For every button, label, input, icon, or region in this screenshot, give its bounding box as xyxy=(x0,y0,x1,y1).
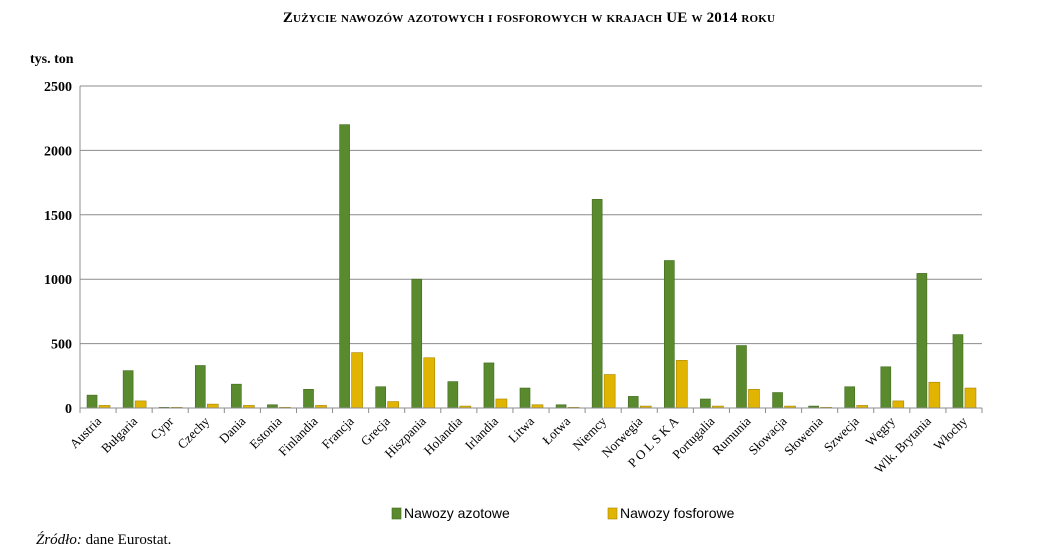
x-tick-label: Francja xyxy=(319,413,357,451)
x-tick-label: Włochy xyxy=(930,413,970,453)
bar-nawozy-azotowe xyxy=(339,124,350,409)
bar-nawozy-azotowe xyxy=(86,394,98,409)
bar-nawozy-fosforowe xyxy=(495,398,508,409)
bar-nawozy-azotowe xyxy=(880,366,892,409)
bar-nawozy-azotowe xyxy=(952,334,964,409)
x-tick-label: Irlandia xyxy=(462,413,501,452)
bar-nawozy-fosforowe xyxy=(928,381,941,409)
y-tick-label: 0 xyxy=(65,402,72,417)
x-tick-label: Finlandia xyxy=(275,413,320,458)
y-tick-label: 1500 xyxy=(44,209,72,224)
legend-label: Nawozy azotowe xyxy=(404,505,510,521)
bar-nawozy-fosforowe xyxy=(964,387,977,409)
legend-swatch xyxy=(391,507,402,520)
x-tick-label: Dania xyxy=(216,413,249,446)
chart-title: Zużycie nawozów azotowych i fosforowych … xyxy=(282,10,776,26)
legend-label: Nawozy fosforowe xyxy=(620,505,735,521)
y-tick-labels: 0 500 1000 1500 2000 2500 xyxy=(44,80,72,417)
x-axis xyxy=(79,86,983,413)
bar-nawozy-fosforowe xyxy=(603,374,616,409)
y-axis-unit: tys. ton xyxy=(30,52,74,67)
y-tick-label: 2000 xyxy=(44,144,72,159)
y-tick-label: 500 xyxy=(51,338,72,353)
x-tick-label: Szwecja xyxy=(821,413,862,454)
bar-nawozy-azotowe xyxy=(627,396,639,409)
bar-nawozy-azotowe xyxy=(772,392,783,409)
x-tick-label: Słowenia xyxy=(781,413,826,458)
bar-nawozy-fosforowe xyxy=(676,360,688,409)
x-tick-label: Holandia xyxy=(421,413,465,457)
bar-nawozy-fosforowe xyxy=(351,352,363,409)
bar-nawozy-fosforowe xyxy=(387,401,399,409)
bar-nawozy-fosforowe xyxy=(206,403,219,409)
bar-nawozy-fosforowe xyxy=(892,400,905,409)
bar-nawozy-azotowe xyxy=(303,389,314,409)
bar-nawozy-fosforowe xyxy=(134,400,147,409)
bar-nawozy-azotowe xyxy=(411,278,423,409)
x-tick-label: Cypr xyxy=(147,413,176,442)
grid-lines xyxy=(80,85,982,345)
source-note: Źródło: dane Eurostat. xyxy=(36,532,171,549)
bar-nawozy-fosforowe xyxy=(748,389,760,409)
legend: Nawozy azotowe Nawozy fosforowe xyxy=(391,505,735,521)
source-text: dane Eurostat. xyxy=(81,532,172,548)
bar-nawozy-azotowe xyxy=(447,381,459,409)
bar-nawozy-azotowe xyxy=(916,273,928,409)
x-tick-label: Litwa xyxy=(505,413,537,445)
y-tick-label: 2500 xyxy=(44,80,72,95)
bar-nawozy-azotowe xyxy=(519,387,531,409)
x-tick-label: Czechy xyxy=(174,413,213,452)
source-label: Źródło: xyxy=(36,532,82,548)
legend-swatch xyxy=(607,507,618,520)
bar-nawozy-azotowe xyxy=(483,362,495,409)
bar-nawozy-fosforowe xyxy=(423,357,436,409)
bar-nawozy-azotowe xyxy=(375,386,386,409)
bar-nawozy-azotowe xyxy=(736,345,747,409)
bar-nawozy-azotowe xyxy=(194,365,206,409)
x-tick-label: Rumunia xyxy=(709,413,753,457)
x-tick-label: Łotwa xyxy=(539,413,573,447)
bar-nawozy-azotowe xyxy=(664,260,675,409)
bar-nawozy-azotowe xyxy=(700,398,711,409)
y-tick-label: 1000 xyxy=(44,273,72,288)
x-tick-label: Bułgaria xyxy=(98,413,140,455)
bar-nawozy-azotowe xyxy=(231,383,242,409)
bar-nawozy-azotowe xyxy=(122,370,134,409)
bars xyxy=(86,124,977,409)
bar-nawozy-azotowe xyxy=(844,386,856,409)
bar-nawozy-azotowe xyxy=(591,199,603,409)
